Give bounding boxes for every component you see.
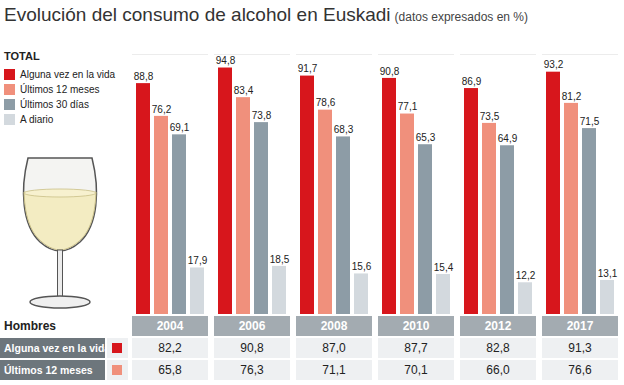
svg-text:68,3: 68,3 xyxy=(334,124,354,135)
html-text:Últimos 12 meses: Últimos 12 meses xyxy=(20,84,100,95)
html-text:82,2: 82,2 xyxy=(158,341,182,355)
svg-text:81,2: 81,2 xyxy=(562,91,582,102)
svg-text:73,5: 73,5 xyxy=(480,111,500,122)
svg-text:18,5: 18,5 xyxy=(270,254,290,265)
html-text:2008: 2008 xyxy=(320,319,348,333)
svg-text:13,1: 13,1 xyxy=(598,268,618,279)
html-text:2004: 2004 xyxy=(156,319,184,333)
html-text:2012: 2012 xyxy=(484,319,512,333)
html-text:65,8: 65,8 xyxy=(158,363,182,377)
html-text:A diario: A diario xyxy=(20,114,54,125)
svg-text:15,6: 15,6 xyxy=(352,261,372,272)
svg-text:90,8: 90,8 xyxy=(380,66,400,77)
html-text:Alguna vez en la vida: Alguna vez en la vida xyxy=(4,342,111,354)
html-text:2006: 2006 xyxy=(238,319,266,333)
html-text:87,0: 87,0 xyxy=(322,341,346,355)
html-text:Hombres: Hombres xyxy=(4,319,56,333)
svg-text:71,5: 71,5 xyxy=(580,116,600,127)
html-text:76,6: 76,6 xyxy=(568,363,592,377)
svg-text:86,9: 86,9 xyxy=(462,76,482,87)
html-text:76,3: 76,3 xyxy=(240,363,264,377)
svg-text:15,4: 15,4 xyxy=(434,262,454,273)
html-text:91,3: 91,3 xyxy=(568,341,592,355)
svg-text:88,8: 88,8 xyxy=(134,71,154,82)
svg-text:69,1: 69,1 xyxy=(170,122,190,133)
svg-text:77,1: 77,1 xyxy=(398,101,418,112)
svg-text:93,2: 93,2 xyxy=(544,59,564,70)
svg-text:17,9: 17,9 xyxy=(188,255,208,266)
html-text:66,0: 66,0 xyxy=(486,363,510,377)
svg-text:94,8: 94,8 xyxy=(216,55,236,66)
html-text:70,1: 70,1 xyxy=(404,363,428,377)
svg-text:64,9: 64,9 xyxy=(498,133,518,144)
svg-text:83,4: 83,4 xyxy=(234,85,254,96)
svg-text:91,7: 91,7 xyxy=(298,63,318,74)
html-text:82,8: 82,8 xyxy=(486,341,510,355)
html-text:2017: 2017 xyxy=(566,319,594,333)
html-text:Alguna vez en la vida: Alguna vez en la vida xyxy=(20,69,116,80)
html-text:90,8: 90,8 xyxy=(240,341,264,355)
html-text:71,1: 71,1 xyxy=(322,363,346,377)
html-text:Últimos 12 meses: Últimos 12 meses xyxy=(4,364,93,376)
html-text:87,7: 87,7 xyxy=(404,341,428,355)
svg-text:12,2: 12,2 xyxy=(516,270,536,281)
html-text:TOTAL: TOTAL xyxy=(4,50,40,62)
html-text:Evolución del consumo de alcoh: Evolución del consumo de alcohol en Eusk… xyxy=(4,4,528,25)
html-text:2010: 2010 xyxy=(402,319,430,333)
svg-text:76,2: 76,2 xyxy=(152,104,172,115)
svg-text:78,6: 78,6 xyxy=(316,97,336,108)
svg-text:65,3: 65,3 xyxy=(416,132,436,143)
svg-text:73,8: 73,8 xyxy=(252,110,272,121)
html-text:Últimos 30 días: Últimos 30 días xyxy=(20,99,89,110)
